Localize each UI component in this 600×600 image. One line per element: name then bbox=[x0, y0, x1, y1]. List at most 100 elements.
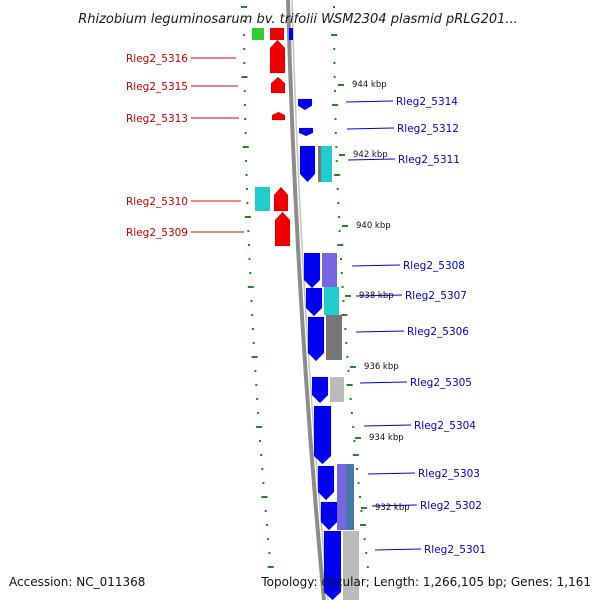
gene-callout-line bbox=[347, 158, 396, 161]
inner-tick bbox=[247, 230, 250, 232]
gene-label: Rleg2_5309 bbox=[126, 227, 188, 239]
gene-label: Rleg2_5316 bbox=[126, 53, 188, 65]
outer-tick bbox=[340, 272, 343, 274]
kbp-tick bbox=[339, 154, 345, 156]
forward-gene-arrow bbox=[270, 28, 284, 40]
outer-tick bbox=[333, 6, 335, 8]
inner-tick bbox=[256, 398, 259, 400]
kbp-tick bbox=[342, 225, 348, 227]
outer-tick bbox=[338, 230, 341, 232]
cog-box bbox=[326, 315, 342, 360]
gene-label: Rleg2_5310 bbox=[126, 196, 188, 208]
inner-tick bbox=[243, 62, 246, 64]
gene-callout-line bbox=[371, 504, 418, 507]
outer-tick bbox=[356, 468, 359, 470]
outer-tick bbox=[334, 118, 337, 120]
gene-label: Rleg2_5311 bbox=[398, 154, 460, 166]
cog-box bbox=[255, 187, 270, 211]
inner-tick bbox=[252, 342, 255, 344]
outer-tick bbox=[334, 174, 341, 176]
topology-summary: Topology: circular; Length: 1,266,105 bp… bbox=[260, 575, 591, 589]
inner-tick bbox=[260, 454, 263, 456]
gene-label: Rleg2_5315 bbox=[126, 81, 188, 93]
outer-tick bbox=[346, 384, 353, 386]
gene-label: Rleg2_5307 bbox=[405, 290, 467, 302]
outer-tick bbox=[337, 202, 340, 204]
outer-tick bbox=[365, 552, 368, 554]
outer-tick bbox=[340, 258, 342, 260]
inner-tick bbox=[241, 76, 248, 78]
gene-callout-line bbox=[363, 424, 412, 427]
outer-tick bbox=[335, 146, 338, 148]
outer-tick bbox=[337, 244, 344, 246]
reverse-gene-arrow bbox=[323, 530, 342, 600]
inner-tick bbox=[244, 118, 247, 120]
outer-tick bbox=[331, 34, 338, 36]
plasmid-backbone-shadow bbox=[291, 0, 329, 600]
inner-tick-track bbox=[241, 6, 274, 568]
gene-label: Rleg2_5306 bbox=[407, 326, 469, 338]
reverse-gene-arrow bbox=[313, 405, 332, 465]
reverse-gene-arrow bbox=[297, 98, 313, 111]
forward-gene-arrow bbox=[271, 111, 286, 121]
inner-tick bbox=[267, 538, 270, 540]
gene-label: Rleg2_5302 bbox=[420, 500, 482, 512]
gene-callout-line bbox=[359, 381, 408, 384]
outer-tick bbox=[363, 538, 366, 540]
outer-tick bbox=[345, 342, 348, 344]
kbp-label: 934 kbp bbox=[369, 433, 404, 443]
outer-tick bbox=[333, 62, 336, 64]
outer-tick bbox=[352, 454, 359, 456]
kbp-label: 932 kbp bbox=[375, 503, 410, 513]
outer-tick bbox=[341, 314, 348, 316]
inner-tick bbox=[246, 202, 249, 204]
kbp-tick bbox=[345, 295, 351, 297]
inner-tick bbox=[242, 146, 249, 148]
plasmid-backbone bbox=[286, 0, 326, 600]
outer-tick bbox=[333, 48, 336, 50]
reverse-gene-arrow bbox=[289, 28, 293, 40]
outer-tick-track bbox=[331, 6, 369, 568]
outer-tick bbox=[335, 160, 338, 162]
gene-label: Rleg2_5312 bbox=[397, 123, 459, 135]
gene-label: Rleg2_5304 bbox=[414, 420, 476, 432]
kbp-tick bbox=[361, 507, 367, 509]
gene-callout-line bbox=[367, 472, 416, 475]
cog-box bbox=[330, 377, 344, 402]
outer-tick bbox=[333, 76, 336, 78]
kbp-tick bbox=[355, 437, 361, 439]
outer-tick bbox=[344, 328, 347, 330]
map-title: Rhizobium leguminosarum bv. trifolii WSM… bbox=[78, 12, 518, 27]
inner-tick bbox=[249, 272, 252, 274]
outer-tick bbox=[342, 300, 345, 302]
inner-tick bbox=[265, 524, 268, 526]
reverse-gene-arrow bbox=[298, 127, 314, 137]
cog-box bbox=[320, 146, 332, 182]
outer-tick bbox=[352, 426, 355, 428]
inner-tick bbox=[248, 244, 250, 246]
gene-features bbox=[252, 28, 359, 600]
cog-box bbox=[322, 253, 337, 287]
kbp-label: 938 kbp bbox=[359, 291, 394, 301]
cog-box bbox=[318, 146, 321, 182]
forward-gene-arrow bbox=[270, 76, 286, 94]
inner-tick bbox=[257, 412, 260, 414]
outer-tick bbox=[346, 356, 349, 358]
cog-box bbox=[346, 464, 354, 530]
inner-tick bbox=[255, 384, 258, 386]
inner-tick bbox=[261, 468, 264, 470]
inner-tick bbox=[243, 104, 246, 106]
inner-tick bbox=[261, 496, 268, 498]
outer-tick bbox=[336, 188, 339, 190]
outer-tick bbox=[332, 104, 339, 106]
inner-tick bbox=[243, 34, 246, 36]
outer-tick bbox=[337, 216, 340, 218]
gene-callouts: Rleg2_5316 Rleg2_5315 Rleg2_5313 Rleg2_5310… bbox=[126, 53, 486, 556]
reverse-gene-arrow bbox=[311, 376, 329, 404]
forward-gene-arrow bbox=[274, 211, 291, 247]
inner-tick bbox=[252, 328, 254, 330]
outer-tick bbox=[366, 566, 369, 568]
inner-tick bbox=[256, 426, 263, 428]
inner-tick bbox=[245, 174, 248, 176]
